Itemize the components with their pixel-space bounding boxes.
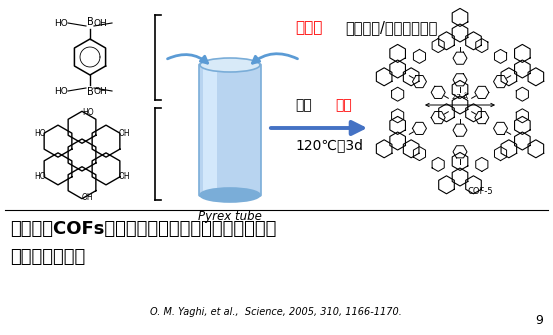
Text: 较长，温度较高: 较长，温度较高 [10,248,85,266]
Text: OH: OH [93,86,107,95]
Ellipse shape [200,58,260,72]
Text: 9: 9 [535,314,543,327]
Text: COF-5: COF-5 [467,187,493,196]
Text: HO: HO [54,86,68,95]
Text: 溶剂：: 溶剂： [295,20,322,36]
Text: OH: OH [93,18,107,27]
Text: HO: HO [54,18,68,27]
Text: OH: OH [118,172,130,181]
FancyBboxPatch shape [199,64,261,196]
Text: Pyrex tube: Pyrex tube [198,210,262,223]
Text: HO: HO [82,109,93,117]
Text: OH: OH [82,193,93,202]
Text: HO: HO [34,172,45,181]
Text: 27 Å: 27 Å [452,93,468,100]
FancyBboxPatch shape [203,69,217,191]
Text: OH: OH [118,129,130,138]
Text: 密封: 密封 [335,98,352,112]
Text: 脱气: 脱气 [295,98,312,112]
Text: 120℃，3d: 120℃，3d [295,138,363,152]
Text: O. M. Yaghi, et al.,  Science, 2005, 310, 1166-1170.: O. M. Yaghi, et al., Science, 2005, 310,… [150,307,402,317]
Ellipse shape [200,188,260,202]
Text: 特点：对COFs材料具有较好的普适性，但合成时间: 特点：对COFs材料具有较好的普适性，但合成时间 [10,220,276,238]
Text: B: B [87,87,93,97]
Text: B: B [87,17,93,27]
Text: HO: HO [34,129,45,138]
Text: 均三甲苯/二氧六环混合: 均三甲苯/二氧六环混合 [345,20,437,36]
